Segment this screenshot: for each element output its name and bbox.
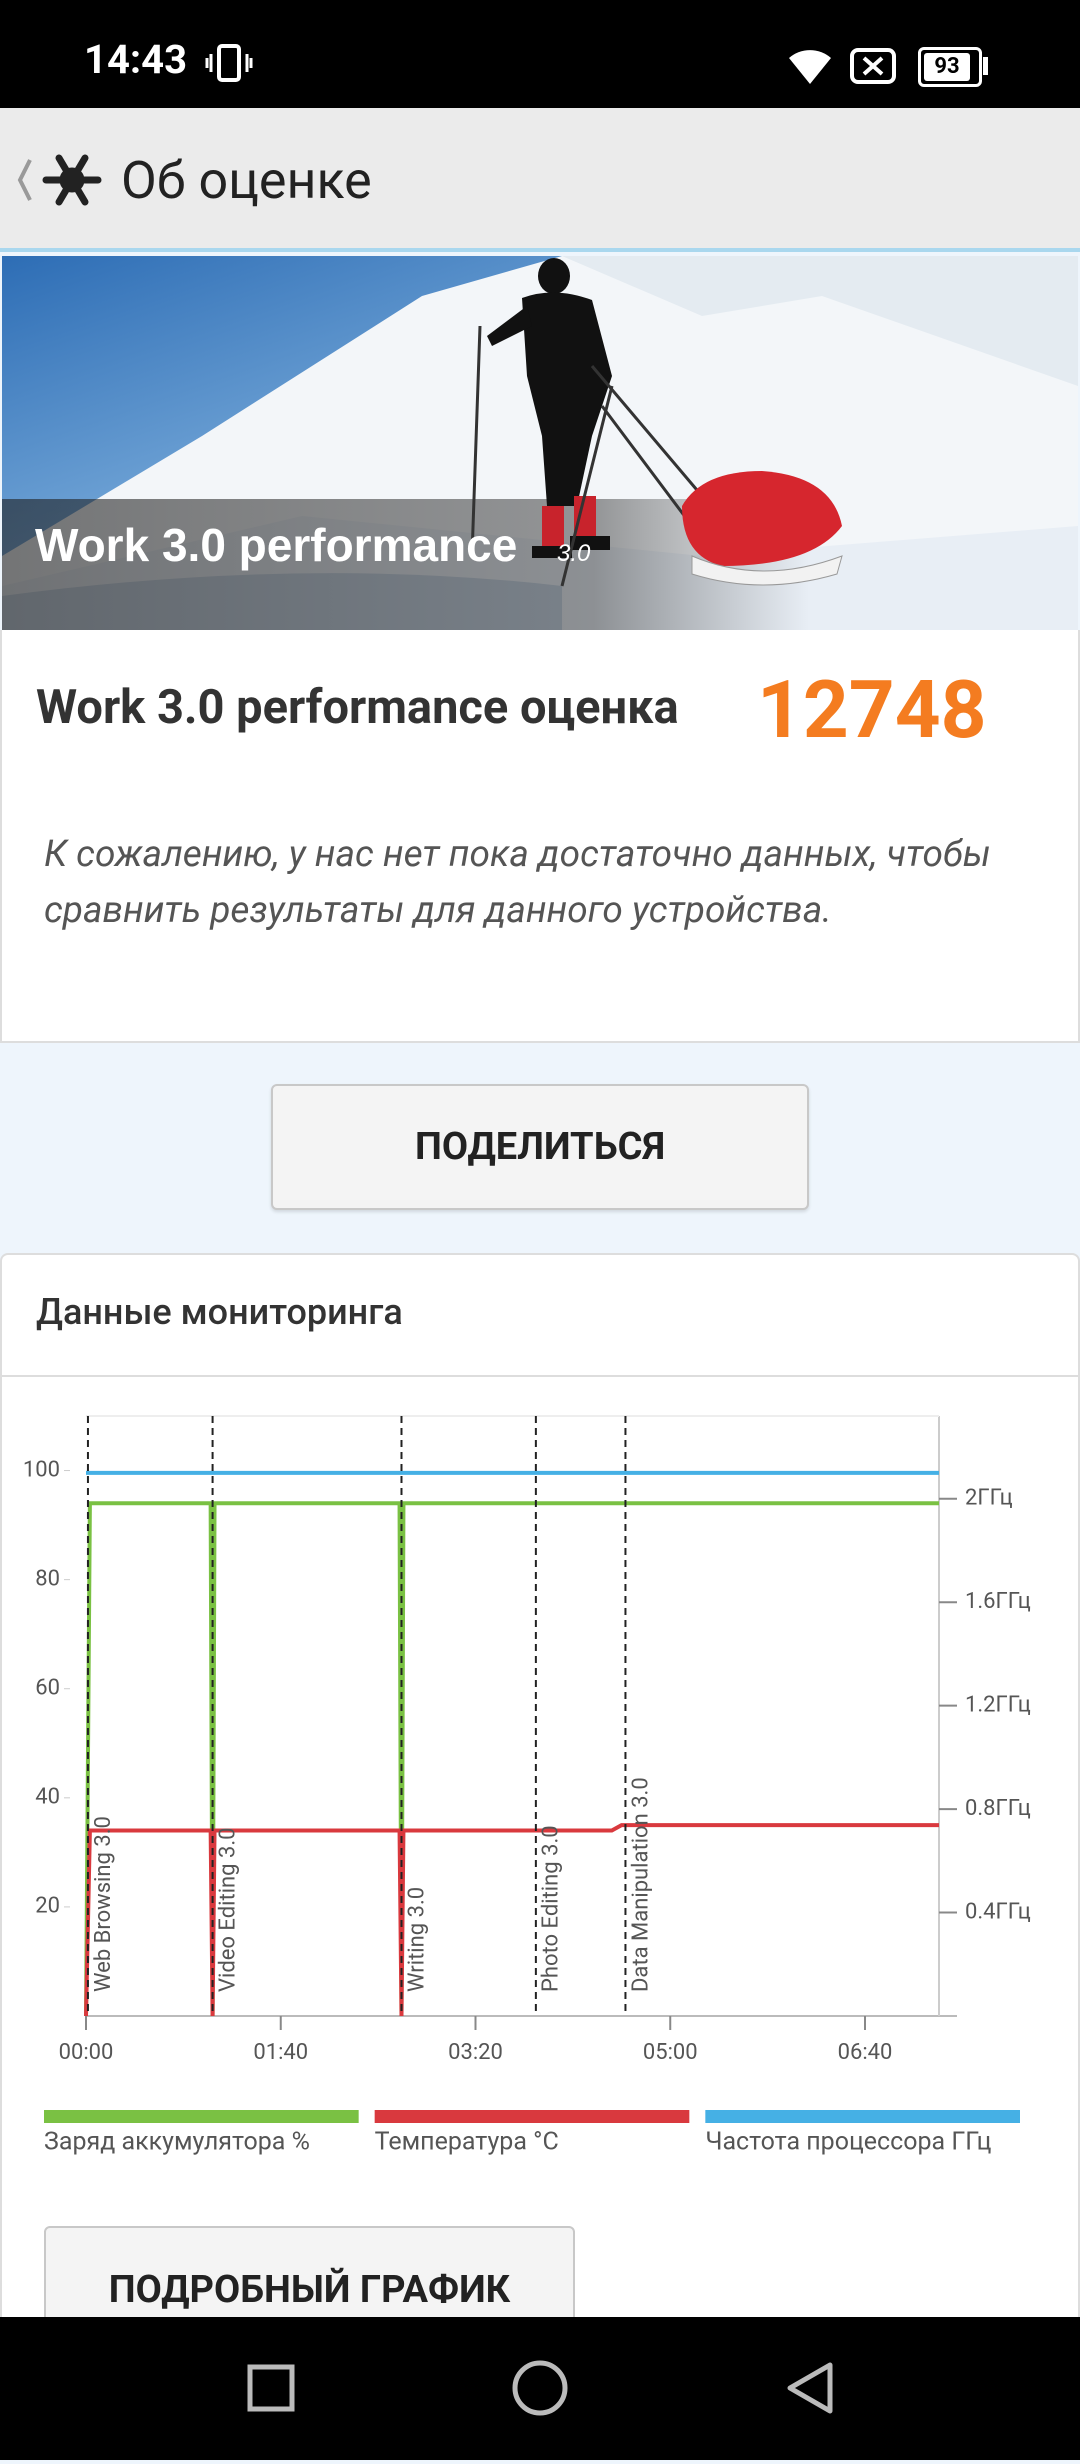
banner-image: Work 3.0 performance 3.0 <box>2 256 1078 630</box>
marker-label: Data Manipulation 3.0 <box>628 1777 653 1992</box>
marker-label: Web Browsing 3.0 <box>91 1816 116 1992</box>
x-tick-label: 00:00 <box>59 2040 114 2065</box>
marker-label: Photo Editing 3.0 <box>539 1825 564 1992</box>
legend-swatch <box>374 2110 690 2123</box>
x-tick-label: 01:40 <box>253 2040 308 2065</box>
y-tick-label: 80 <box>35 1566 60 1591</box>
series-line <box>84 1823 939 2017</box>
monitoring-chart: 20 40 60 80 100 0.4ГГц 0.8ГГц 1.2ГГц 1.6ГГц 2ГГц 0… <box>23 1415 1031 2157</box>
marker-label: Writing 3.0 <box>404 1887 429 1992</box>
marker-label: Video Editing 3.0 <box>215 1827 240 1992</box>
nav-icons <box>247 2360 833 2416</box>
y-tick-label: 100 <box>23 1457 60 1482</box>
message: К сожалению, у нас нет пока достаточно д… <box>44 833 991 932</box>
banner: Work 3.0 performance 3.0 <box>2 256 1078 630</box>
score-card: Work 3.0 performance оценка 12748 <box>0 630 1080 795</box>
y2-tick-label: 1.6ГГц <box>965 1589 1031 1614</box>
y2-tick-label: 0.8ГГц <box>965 1796 1031 1821</box>
battery-level: 93 <box>924 53 970 81</box>
screen-title: Об оценке <box>121 150 372 211</box>
legend-swatch <box>705 2110 1020 2123</box>
app-bar: Об оценке <box>0 108 1080 252</box>
vibrate-icon <box>205 44 253 82</box>
battery-tip <box>983 57 988 75</box>
y2-tick-label: 0.4ГГц <box>965 1899 1031 1924</box>
score-value: 12748 <box>757 663 987 757</box>
divider <box>2 1375 1080 1377</box>
monitoring-title: Данные мониторинга <box>36 1291 403 1333</box>
score-label: Work 3.0 performance оценка <box>36 680 679 735</box>
x-tick-label: 06:40 <box>838 2040 893 2065</box>
status-bar: 14:43 93 <box>0 0 1080 108</box>
y-tick-label: 60 <box>35 1676 60 1701</box>
legend-label: Температура °C <box>375 2128 559 2157</box>
y-tick-label: 40 <box>35 1785 60 1810</box>
share-button[interactable]: ПОДЕЛИТЬСЯ <box>271 1084 809 1210</box>
legend-label: Частота процессора ГГц <box>705 2128 991 2157</box>
back-button[interactable] <box>10 150 110 210</box>
banner-version: 3.0 <box>557 540 591 567</box>
monitoring-card: Данные мониторинга <box>0 1253 1080 2353</box>
banner-title: Work 3.0 performance <box>35 519 517 571</box>
recents-button[interactable] <box>247 2364 295 2412</box>
series-line <box>84 1501 939 2017</box>
battery-icon: 93 <box>918 47 982 87</box>
y-tick-label: 20 <box>35 1894 60 1919</box>
home-button[interactable] <box>512 2360 568 2416</box>
x-tick-label: 03:20 <box>448 2040 503 2065</box>
y2-tick-label: 1.2ГГц <box>965 1692 1031 1717</box>
y2-tick-label: 2ГГц <box>965 1486 1013 1511</box>
wifi-icon <box>789 50 831 84</box>
navigation-bar <box>0 2317 1080 2460</box>
clock: 14:43 <box>84 36 188 83</box>
message-card: К сожалению, у нас нет пока достаточно д… <box>0 793 1080 1043</box>
x-tick-label: 05:00 <box>643 2040 698 2065</box>
sim-icon <box>850 48 896 84</box>
back-nav-button[interactable] <box>787 2362 833 2414</box>
legend-label: Заряд аккумулятора % <box>44 2128 310 2157</box>
legend-swatch <box>44 2110 359 2123</box>
